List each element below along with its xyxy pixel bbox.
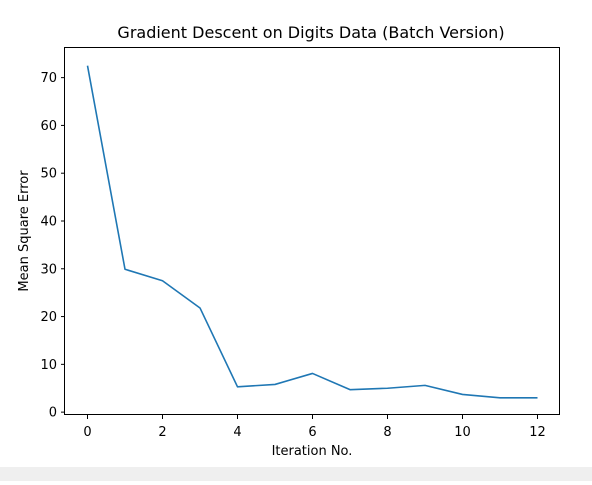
x-tick-label: 4 [233,425,241,440]
chart-title: Gradient Descent on Digits Data (Batch V… [117,23,504,42]
y-tick-label: 40 [40,214,57,229]
x-axis: 0 2 4 6 8 10 12 [83,415,546,440]
x-tick-label: 0 [83,425,91,440]
y-tick-label: 20 [40,310,57,325]
x-tick-label: 2 [158,425,166,440]
y-tick-label: 70 [40,71,57,86]
x-tick-label: 8 [383,425,391,440]
y-axis: 0 10 20 30 40 50 60 70 [40,71,65,421]
x-tick-label: 6 [308,425,316,440]
y-axis-label: Mean Square Error [17,170,32,292]
x-tick-label: 12 [529,425,546,440]
y-tick-label: 50 [40,167,57,182]
y-tick-label: 10 [40,358,57,373]
y-tick-label: 60 [40,119,57,134]
plot-frame [64,47,560,415]
y-tick-label: 30 [40,262,57,277]
series-line-0 [86,65,538,399]
bottom-strip [0,467,592,481]
x-tick-label: 10 [454,425,471,440]
x-axis-label: Iteration No. [272,444,353,459]
plot-area [86,65,538,399]
y-tick-label: 0 [49,406,57,421]
